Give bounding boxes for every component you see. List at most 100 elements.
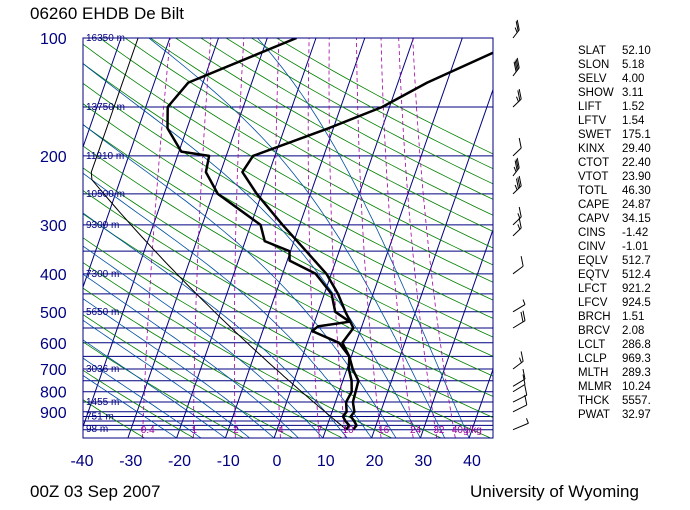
index-value: 175.1 (622, 129, 651, 141)
index-value: 3.11 (622, 87, 644, 99)
index-name: LIFT (578, 101, 602, 113)
barb-flag (514, 184, 518, 191)
mixing-ratio-line (142, 38, 171, 438)
dry-adiabat-line (83, 43, 493, 283)
isotherm-line (0, 38, 24, 438)
mixing-ratio-label: 0.4 (141, 425, 155, 436)
index-row: VTOT 23.90 (578, 171, 688, 185)
height-label: 1455 m (86, 397, 119, 408)
dry-adiabat-line (83, 399, 145, 438)
isotherm-line (419, 228, 493, 438)
height-label: 3036 m (86, 364, 119, 375)
mixing-ratio-line (307, 38, 320, 438)
barb-staff (512, 304, 526, 313)
index-row: LCLP 969.3 (578, 353, 688, 367)
barb-flag (517, 177, 521, 188)
height-label: 751 m (86, 411, 114, 422)
index-name: KINX (578, 143, 605, 155)
dry-adiabat-line (83, 103, 493, 338)
mixing-ratio-label: 7 (317, 425, 323, 436)
barb-flag (517, 224, 521, 230)
index-row: SLON 5.18 (578, 59, 688, 73)
index-name: EQLV (578, 255, 608, 267)
index-row: THCK 5557. (578, 395, 688, 409)
index-name: LFCV (578, 297, 608, 309)
pressure-tick-label: 300 (40, 218, 67, 235)
barb-flag (518, 357, 522, 363)
height-label: 16350 m (86, 33, 125, 44)
index-name: TOTL (578, 185, 608, 197)
index-name: THCK (578, 395, 610, 407)
height-label: 13750 m (86, 102, 125, 113)
wind-barb (512, 19, 520, 39)
sounding-profiles (166, 38, 493, 431)
height-label: 98 m (86, 424, 108, 435)
index-row: MLTH 289.3 (578, 367, 688, 381)
mixing-ratio-label: 16 (378, 425, 390, 436)
mixing-ratio-label: 2 (233, 425, 239, 436)
index-row: LCLT 286.8 (578, 339, 688, 353)
index-value: 289.3 (622, 367, 651, 379)
temperature-tick-label: -20 (168, 453, 191, 470)
wind-barb (512, 217, 522, 237)
barb-flag (516, 96, 519, 102)
height-labels: 16350 m 13750 m 11910 m 10500 m 9300 m 7300 m… (86, 33, 125, 435)
barb-staff (512, 384, 526, 393)
moist-adiabat-line (83, 172, 372, 438)
index-name: PWAT (578, 409, 610, 421)
temperature-tick-label: -10 (217, 453, 240, 470)
index-row: LFTV 1.54 (578, 115, 688, 129)
wind-barb (512, 137, 522, 157)
index-value: 5.18 (622, 59, 645, 71)
wind-barb (512, 418, 529, 431)
wind-barb (512, 385, 528, 403)
barb-flag (524, 385, 528, 396)
mixing-ratio-label: 40g/kg (452, 425, 482, 436)
dry-adiabat-line (99, 38, 493, 266)
moist-adiabat-line (83, 374, 177, 438)
isobar-lines (83, 38, 493, 431)
barb-flag (513, 61, 517, 73)
dry-adiabat-line (83, 213, 491, 438)
barb-flag (514, 160, 518, 171)
moist-adiabat-line (83, 357, 202, 438)
dry-adiabat-line (83, 287, 343, 438)
index-name: MLMR (578, 381, 612, 393)
barb-flag (517, 90, 521, 101)
dry-adiabat-line (124, 38, 493, 249)
index-row: BRCV 2.08 (578, 325, 688, 339)
height-label: 9300 m (86, 220, 119, 231)
barb-flag (514, 60, 518, 71)
mixing-ratio-label: 1 (191, 425, 197, 436)
height-label: 5650 m (86, 307, 119, 318)
source-credit: University of Wyoming (470, 482, 639, 501)
dry-adiabat-line (83, 124, 493, 357)
pressure-tick-label: 800 (40, 385, 67, 402)
index-row: EQLV 512.7 (578, 255, 688, 269)
mixing-ratio-line (398, 38, 438, 438)
wind-barb (512, 157, 520, 177)
isotherm-line (127, 38, 268, 438)
index-value: 2.08 (622, 325, 645, 337)
station-title: 06260 EHDB De Bilt (30, 4, 185, 23)
index-name: LFTV (578, 115, 607, 127)
index-name: CTOT (578, 157, 610, 169)
wind-barb (512, 57, 520, 77)
pressure-tick-label: 600 (40, 336, 67, 353)
temperature-profile (241, 51, 493, 431)
mixing-ratio-line (380, 38, 414, 438)
pressure-tick-label: 700 (40, 362, 67, 379)
mixing-ratio-label: 32 (433, 425, 445, 436)
moist-adiabat-line (83, 212, 348, 438)
barb-flag (522, 368, 526, 380)
barb-flag (518, 217, 522, 229)
mixing-ratio-line (356, 38, 382, 438)
index-value: 1.54 (622, 115, 645, 127)
barb-flag (513, 166, 517, 173)
index-name: CAPE (578, 199, 610, 211)
index-row: SLAT 52.10 (578, 45, 688, 59)
mixing-ratio-lines (142, 38, 456, 438)
index-row: KINX 29.40 (578, 143, 688, 157)
temperature-tick-label: -30 (119, 453, 142, 470)
barb-flag (524, 394, 528, 405)
